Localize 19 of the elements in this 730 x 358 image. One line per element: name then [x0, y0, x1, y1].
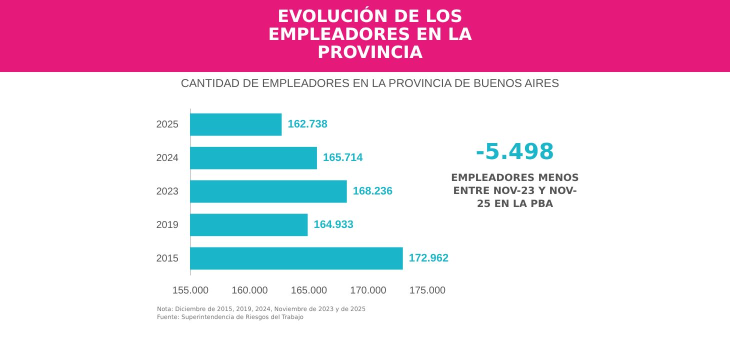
y-tick-label: 2019 — [156, 220, 179, 231]
data-label: 162.738 — [288, 118, 328, 131]
x-tick-label: 160.000 — [232, 286, 268, 296]
data-label: 165.714 — [322, 152, 364, 164]
x-tick-label: 165.000 — [290, 286, 328, 296]
y-tick-label: 2024 — [156, 153, 179, 164]
y-tick-label: 2025 — [156, 120, 179, 131]
x-tick-label: 155.000 — [172, 286, 210, 296]
text: EMPLEADORES MENOS ENTRE NOV-23 Y NOV-25 EN LA PBA — [450, 172, 580, 211]
y-tick-label: 2015 — [156, 253, 179, 264]
x-tick-label: 175.000 — [409, 286, 446, 296]
chart-subtitle: CANTIDAD DE EMPLEADORES EN LA PROVINCIA DE BUENOS AIRES — [180, 78, 560, 90]
data-label: 164.933 — [314, 218, 354, 231]
data-label: 168.236 — [352, 186, 393, 198]
chart-title: EVOLUCIÓN DE LOS EMPLEADORES EN LA PROVINCIA — [267, 7, 473, 63]
data-label: 172.962 — [408, 252, 449, 264]
x-tick-label: 170.000 — [350, 286, 387, 296]
y-tick-label: 2023 — [156, 186, 179, 198]
text: -5.498 — [474, 140, 556, 165]
